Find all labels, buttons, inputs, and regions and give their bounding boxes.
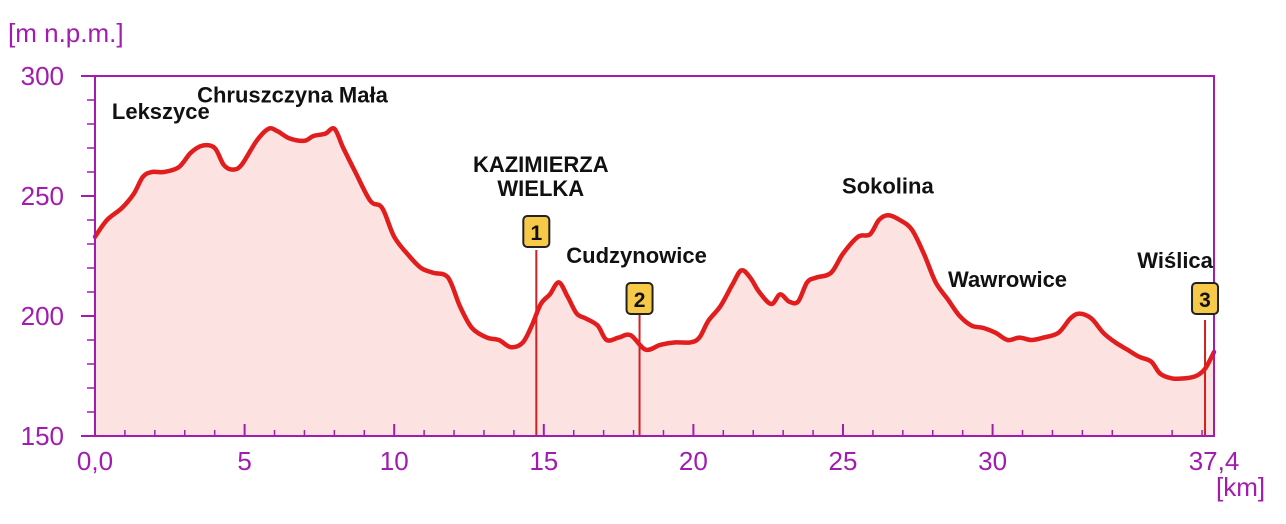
marker-number: 2 <box>634 289 646 312</box>
x-tick-label: 0,0 <box>77 446 113 476</box>
place-label: Sokolina <box>842 174 934 199</box>
marker-3: 3 <box>1191 282 1220 315</box>
place-label: WIELKA <box>497 176 584 201</box>
marker-badge <box>1191 282 1220 315</box>
marker-number: 1 <box>530 222 542 245</box>
y-axis-label: [m n.p.m.] <box>8 18 124 48</box>
profile-line-layer <box>92 126 1217 382</box>
marker-badge <box>522 215 551 248</box>
y-tick-label: 150 <box>21 421 64 451</box>
place-label: KAZIMIERZA <box>473 152 609 177</box>
place-label: Lekszyce <box>112 99 210 124</box>
x-tick-label: 37,4 <box>1189 446 1240 476</box>
x-tick-label: 5 <box>237 446 251 476</box>
marker-1: 1 <box>522 215 551 248</box>
axes-frame <box>94 75 1215 437</box>
x-tick-label: 15 <box>529 446 558 476</box>
y-tick-label: 250 <box>21 181 64 211</box>
marker-stem-layer <box>535 250 1207 436</box>
plot-frame <box>94 75 1215 437</box>
place-label: Wawrowice <box>948 267 1067 292</box>
place-label: Cudzynowice <box>566 243 707 268</box>
y-tick-label: 200 <box>21 301 64 331</box>
place-label: Chruszczyna Mała <box>197 82 388 107</box>
x-axis-label: [km] <box>1216 472 1265 502</box>
x-tick-label: 20 <box>679 446 708 476</box>
x-tick-label: 25 <box>829 446 858 476</box>
marker-2: 2 <box>625 282 654 315</box>
marker-badge <box>625 282 654 315</box>
ticks-layer: 0,0 5 10 15 20 25 30 37,4 150 200 250 300 <box>21 61 1240 476</box>
markers-layer: 1 2 3 <box>522 215 1220 315</box>
y-tick-label: 300 <box>21 61 64 91</box>
marker-number: 3 <box>1199 289 1211 312</box>
x-tick-label: 10 <box>380 446 409 476</box>
x-tick-label: 30 <box>978 446 1007 476</box>
profile-line <box>92 126 1217 382</box>
place-label: Wiślica <box>1137 248 1213 273</box>
